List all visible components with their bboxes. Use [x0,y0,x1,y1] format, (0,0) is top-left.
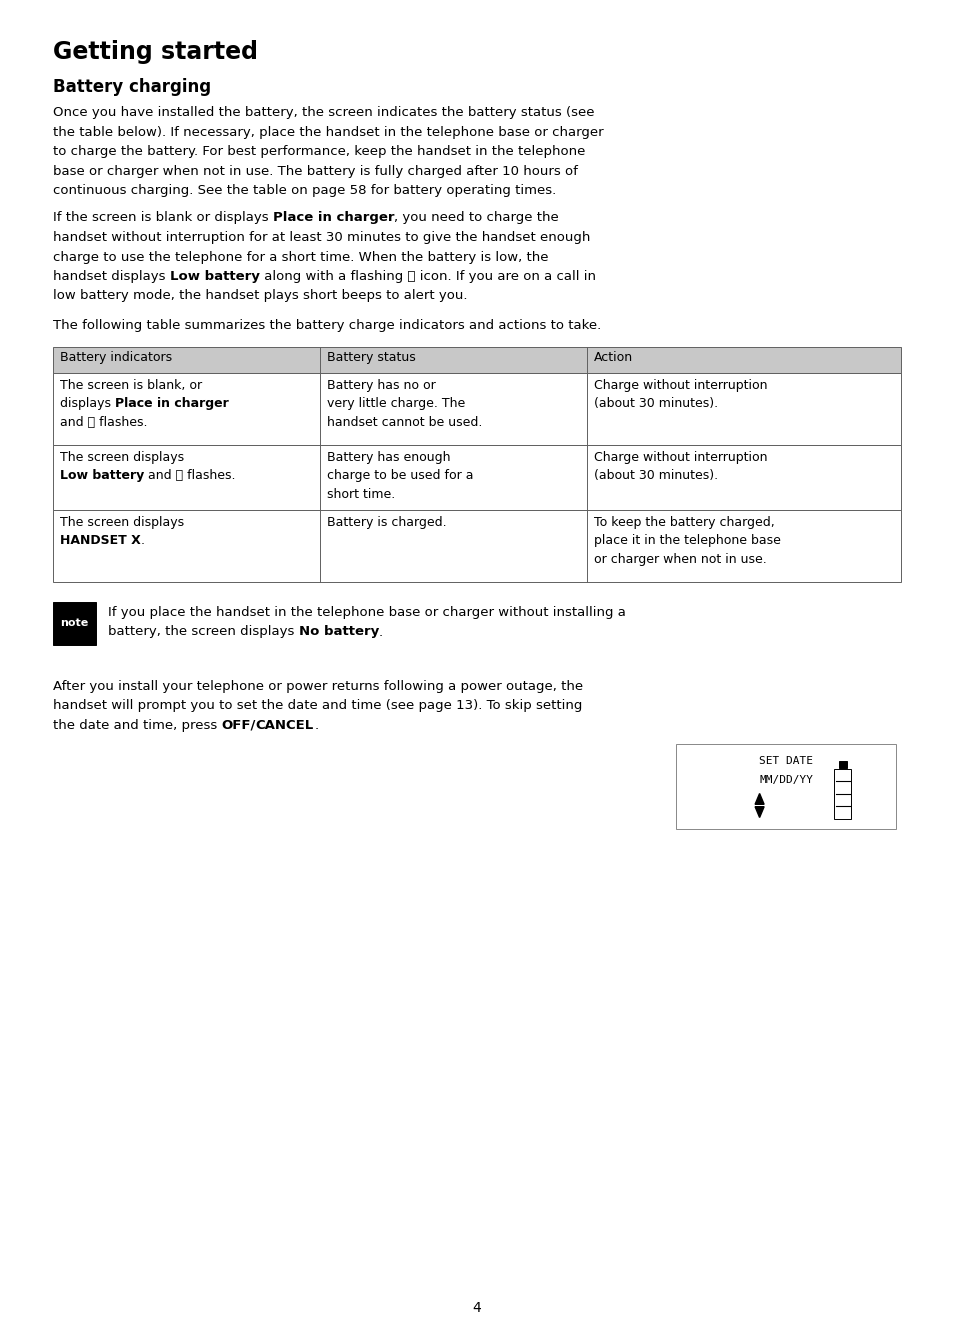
Text: handset without interruption for at least 30 minutes to give the handset enough: handset without interruption for at leas… [53,231,590,244]
Text: along with a flashing ⎕ icon. If you are on a call in: along with a flashing ⎕ icon. If you are… [259,270,595,284]
Text: very little charge. The: very little charge. The [327,397,465,411]
Text: If the screen is blank or displays: If the screen is blank or displays [53,211,273,225]
Text: , you need to charge the: , you need to charge the [394,211,558,225]
Text: Place in charger: Place in charger [273,211,394,225]
Text: charge to use the telephone for a short time. When the battery is low, the: charge to use the telephone for a short … [53,250,548,264]
Text: displays: displays [60,397,115,411]
Text: MM/DD/YY: MM/DD/YY [759,776,812,785]
Bar [53,347,900,373]
Text: SET DATE: SET DATE [759,756,812,765]
Text: and ⎕ flashes.: and ⎕ flashes. [144,470,235,483]
Text: Battery is charged.: Battery is charged. [327,516,446,529]
Text: No battery: No battery [298,625,378,638]
Text: 4: 4 [472,1301,481,1315]
Text: Charge without interruption: Charge without interruption [594,451,767,464]
Text: The screen displays: The screen displays [60,451,184,464]
Text: Low battery: Low battery [170,270,259,284]
Text: CANCEL: CANCEL [255,719,314,732]
Text: the table below). If necessary, place the handset in the telephone base or charg: the table below). If necessary, place th… [53,126,603,139]
Text: Place in charger: Place in charger [115,397,229,411]
Text: After you install your telephone or power returns following a power outage, the: After you install your telephone or powe… [53,680,582,693]
Text: Getting started: Getting started [53,40,257,64]
Text: .: . [141,534,145,547]
Bar [676,744,895,828]
Text: Charge without interruption: Charge without interruption [594,379,767,392]
Polygon shape [755,793,763,804]
Text: Battery has enough: Battery has enough [327,451,450,464]
Text: or charger when not in use.: or charger when not in use. [594,553,766,566]
Text: the date and time, press: the date and time, press [53,719,221,732]
Text: low battery mode, the handset plays short beeps to alert you.: low battery mode, the handset plays shor… [53,289,467,302]
Bar [838,761,846,768]
Text: handset cannot be used.: handset cannot be used. [327,416,482,429]
Text: The screen is blank, or: The screen is blank, or [60,379,202,392]
Bar [834,768,850,819]
Text: Battery indicators: Battery indicators [60,351,172,364]
Bar [53,373,900,446]
Text: charge to be used for a: charge to be used for a [327,470,473,483]
Text: handset displays: handset displays [53,270,170,284]
Polygon shape [755,807,763,818]
Text: and ⎕ flashes.: and ⎕ flashes. [60,416,148,429]
Text: short time.: short time. [327,488,395,500]
Text: OFF/: OFF/ [221,719,255,732]
Text: Battery status: Battery status [327,351,416,364]
Text: .: . [378,625,382,638]
Text: To keep the battery charged,: To keep the battery charged, [594,516,774,529]
Text: base or charger when not in use. The battery is fully charged after 10 hours of: base or charger when not in use. The bat… [53,165,578,178]
Text: battery, the screen displays: battery, the screen displays [108,625,298,638]
Text: continuous charging. See the table on page 58 for battery operating times.: continuous charging. See the table on pa… [53,185,556,197]
Bar [53,602,96,645]
Text: Once you have installed the battery, the screen indicates the battery status (se: Once you have installed the battery, the… [53,106,594,119]
Text: (about 30 minutes).: (about 30 minutes). [594,470,718,483]
Text: note: note [60,618,89,629]
Text: The screen displays: The screen displays [60,516,184,529]
Text: to charge the battery. For best performance, keep the handset in the telephone: to charge the battery. For best performa… [53,145,585,158]
Text: .: . [314,719,318,732]
Text: (about 30 minutes).: (about 30 minutes). [594,397,718,411]
Bar [53,510,900,582]
Text: Action: Action [594,351,633,364]
Bar [53,446,900,510]
Text: HANDSET X: HANDSET X [60,534,141,547]
Text: Battery has no or: Battery has no or [327,379,436,392]
Text: Low battery: Low battery [60,470,144,483]
Text: The following table summarizes the battery charge indicators and actions to take: The following table summarizes the batte… [53,318,600,332]
Text: handset will prompt you to set the date and time (see page 13). To skip setting: handset will prompt you to set the date … [53,700,581,713]
Text: Battery charging: Battery charging [53,78,211,96]
Text: If you place the handset in the telephone base or charger without installing a: If you place the handset in the telephon… [108,606,625,619]
Text: place it in the telephone base: place it in the telephone base [594,534,781,547]
